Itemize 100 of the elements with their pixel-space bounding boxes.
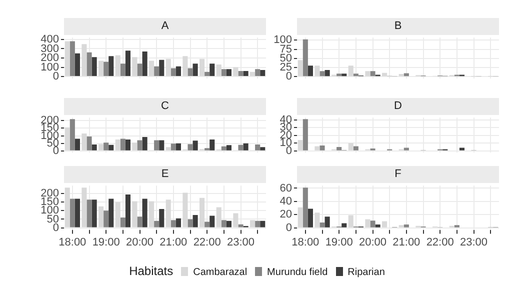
- bar: [176, 66, 181, 76]
- bar: [82, 44, 87, 76]
- bar: [348, 215, 354, 228]
- bar: [74, 198, 80, 228]
- bar: [250, 72, 256, 76]
- bar: [308, 66, 313, 76]
- bar: [115, 140, 120, 150]
- chart-title: A: [64, 18, 266, 35]
- legend-label: Cambarazal: [192, 267, 248, 278]
- bar: [82, 133, 87, 150]
- bar: [365, 71, 370, 76]
- bar: [336, 74, 342, 76]
- bar: [170, 144, 176, 150]
- bar: [176, 218, 181, 228]
- bar: [64, 188, 70, 228]
- bar: [226, 220, 232, 228]
- bar: [370, 220, 376, 228]
- bar: [166, 58, 171, 76]
- x-tick-label: 18:00: [58, 236, 86, 248]
- bar: [98, 60, 104, 76]
- bar: [324, 70, 330, 76]
- chart-title: C: [64, 98, 266, 115]
- bar: [238, 70, 244, 76]
- bar: [314, 146, 320, 150]
- bar: [314, 66, 320, 76]
- bar: [348, 143, 354, 150]
- bar: [370, 71, 376, 76]
- bar: [216, 207, 222, 228]
- bar: [86, 52, 92, 76]
- bar: [298, 140, 303, 150]
- bar: [64, 41, 70, 76]
- bar: [382, 221, 388, 228]
- x-tick-label: 19:00: [92, 236, 120, 248]
- bar: [210, 140, 215, 150]
- y-tick-label: 0: [286, 70, 292, 83]
- y-tick-label: 40: [280, 195, 292, 208]
- bar: [210, 216, 215, 228]
- y-tick-label: 60: [280, 182, 292, 194]
- y-tick-label: 400: [40, 33, 59, 46]
- bar: [137, 216, 142, 228]
- y-tick-label: 0: [286, 222, 292, 234]
- bar: [192, 64, 198, 76]
- x-tick-label: 22:00: [426, 236, 454, 248]
- bar: [260, 147, 266, 150]
- bar: [243, 70, 248, 76]
- bar: [108, 198, 114, 228]
- bar: [166, 147, 171, 150]
- bar: [188, 144, 193, 150]
- bar: [182, 56, 188, 76]
- bar: [159, 208, 164, 228]
- bar: [188, 68, 193, 76]
- bar: [108, 144, 114, 150]
- bar: [176, 143, 181, 150]
- bar: [82, 188, 87, 228]
- legend-title: Habitats: [129, 264, 174, 278]
- bar: [70, 119, 75, 150]
- bar: [166, 200, 171, 228]
- x-tick-label: 19:00: [325, 236, 353, 248]
- bar: [142, 136, 148, 150]
- bar: [233, 213, 238, 228]
- bar: [74, 53, 80, 76]
- chart-title: D: [297, 98, 499, 115]
- bar: [204, 222, 210, 228]
- bar: [92, 200, 97, 228]
- bar: [154, 66, 160, 76]
- bar: [120, 138, 126, 150]
- bar: [353, 74, 358, 76]
- chart-title: B: [297, 18, 499, 35]
- bar: [98, 144, 104, 150]
- x-tick-label: 20:00: [126, 236, 154, 248]
- bar: [233, 67, 238, 76]
- bar: [336, 146, 342, 150]
- bar: [238, 224, 244, 228]
- bar: [137, 140, 142, 150]
- bar: [70, 198, 75, 228]
- bar: [125, 194, 130, 228]
- bar: [70, 41, 75, 76]
- bar: [182, 192, 188, 228]
- bar: [132, 201, 138, 228]
- x-tick-label: 23:00: [460, 236, 488, 248]
- bar: [159, 60, 164, 76]
- bar: [320, 145, 325, 150]
- bar: [192, 214, 198, 228]
- bar: [132, 57, 138, 76]
- bar: [314, 212, 320, 228]
- x-tick-label: 21:00: [392, 236, 420, 248]
- legend-label: Riparian: [346, 267, 385, 278]
- bar: [260, 70, 266, 76]
- chart-title: E: [64, 166, 266, 183]
- bar: [64, 127, 70, 150]
- bar: [216, 64, 222, 76]
- bar: [226, 69, 232, 76]
- bar: [226, 145, 232, 150]
- y-tick-label: 0: [286, 144, 292, 157]
- bar: [302, 188, 308, 228]
- legend-label: Murundu field: [266, 267, 328, 278]
- bar: [115, 55, 120, 76]
- bar: [302, 119, 308, 150]
- bar: [260, 220, 266, 228]
- bar: [298, 60, 303, 76]
